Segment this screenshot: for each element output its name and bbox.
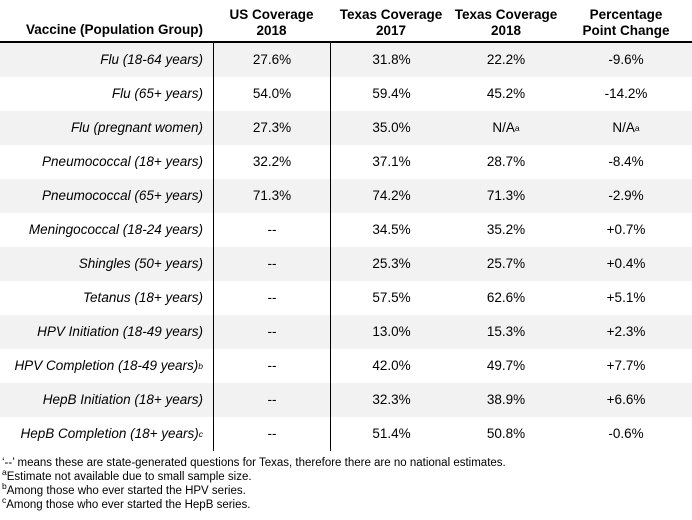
cell-us-2018: 27.3% [213,111,330,145]
footnotes: ‘--’ means these are state-generated que… [0,451,692,512]
cell-tx-2018: 38.9% [486,392,526,408]
cell-vaccine: HepB Initiation (18+ years) [42,392,203,408]
cell-change: -9.6% [608,52,644,68]
table-row: Flu (65+ years) 54.0% 59.4% 45.2% -14.2% [0,77,692,111]
cell-tx-2018: 15.3% [486,324,526,340]
cell-tx-2018: 22.2% [486,52,526,68]
cell-us-2018: -- [213,315,330,349]
footnote: cAmong those who ever started the HepB s… [2,495,251,511]
cell-tx-2017: 51.4% [330,417,452,451]
cell-vaccine: Pneumococcal (18+ years) [42,154,203,170]
cell-tx-2017: 13.0% [330,315,452,349]
cell-tx-2018: 25.7% [486,256,526,272]
coverage-table: Vaccine (Population Group) US Coverage 2… [0,0,692,451]
cell-tx-2017: 59.4% [330,77,452,111]
cell-tx-2017: 42.0% [330,349,452,383]
table-row: Tetanus (18+ years) -- 57.5% 62.6% +5.1% [0,281,692,315]
cell-tx-2017: 32.3% [330,383,452,417]
cell-tx-2017: 31.8% [330,43,452,77]
cell-vaccine: Flu (65+ years) [111,86,203,102]
table-row: Flu (pregnant women) 27.3% 35.0% N/A a N/A a [0,111,692,145]
cell-tx-2018: 35.2% [486,222,526,238]
cell-change: -8.4% [608,154,644,170]
cell-tx-2018: 62.6% [486,290,526,306]
cell-vaccine: Tetanus (18+ years) [83,290,203,306]
cell-us-2018: -- [213,281,330,315]
cell-vaccine: Flu (pregnant women) [70,120,203,136]
cell-tx-2018: 71.3% [486,188,526,204]
table-row: HepB Initiation (18+ years) -- 32.3% 38.9% +… [0,383,692,417]
cell-change: -2.9% [608,188,644,204]
column-header-us-coverage-2018: US Coverage 2018 [229,6,314,38]
cell-change: +6.6% [606,392,646,408]
table-row: Shingles (50+ years) -- 25.3% 25.7% +0.4% [0,247,692,281]
cell-tx-2017: 37.1% [330,145,452,179]
table-body: Flu (18-64 years) 27.6% 31.8% 22.2% -9.6% Flu… [0,43,692,451]
table-row: HPV Completion (18-49 years) b -- 42.0% 49.7… [0,349,692,383]
cell-vaccine: HPV Completion (18-49 years) b [14,358,203,374]
column-header-texas-coverage-2018: Texas Coverage 2018 [454,6,558,38]
cell-vaccine: HepB Completion (18+ years) c [20,426,203,442]
footnote: ‘--’ means these are state-generated que… [2,457,506,469]
cell-tx-2018: 49.7% [486,358,526,374]
cell-change: +5.1% [606,290,646,306]
cell-change: -14.2% [604,86,648,102]
cell-tx-2018: N/A a [492,120,520,136]
table-row: Flu (18-64 years) 27.6% 31.8% 22.2% -9.6% [0,43,692,77]
cell-tx-2018: 50.8% [486,426,526,442]
cell-us-2018: 71.3% [213,179,330,213]
table-row: Meningococcal (18-24 years) -- 34.5% 35.2% +… [0,213,692,247]
cell-us-2018: -- [213,349,330,383]
cell-change: +2.3% [606,324,646,340]
column-header-texas-coverage-2017: Texas Coverage 2017 [339,6,443,38]
cell-tx-2018: 28.7% [486,154,526,170]
table-row: Pneumococcal (65+ years) 71.3% 74.2% 71.3% -… [0,179,692,213]
footnote: aEstimate not available due to small sam… [2,467,252,483]
cell-us-2018: -- [213,213,330,247]
table-row: HepB Completion (18+ years) c -- 51.4% 50.8%… [0,417,692,451]
cell-change: -0.6% [608,426,644,442]
cell-vaccine: Shingles (50+ years) [78,256,203,272]
cell-change: +0.7% [606,222,646,238]
table-header-row: Vaccine (Population Group) US Coverage 2… [0,0,692,43]
column-header-vaccine: Vaccine (Population Group) [25,22,203,38]
cell-vaccine: Flu (18-64 years) [100,52,203,68]
cell-change: +0.4% [606,256,646,272]
cell-us-2018: -- [213,247,330,281]
cell-change: N/A a [612,120,640,136]
cell-vaccine: HPV Initiation (18-49 years) [37,324,203,340]
superscript-marker: a [2,467,7,478]
cell-us-2018: 54.0% [213,77,330,111]
superscript-marker: c [2,495,7,506]
column-header-percentage-point-change: Percentage Point Change [582,6,670,38]
cell-tx-2018: 45.2% [486,86,526,102]
cell-us-2018: 32.2% [213,145,330,179]
cell-tx-2017: 74.2% [330,179,452,213]
table-row: Pneumococcal (18+ years) 32.2% 37.1% 28.7% -… [0,145,692,179]
cell-vaccine: Pneumococcal (65+ years) [42,188,203,204]
cell-tx-2017: 35.0% [330,111,452,145]
superscript-marker: b [2,481,7,492]
cell-tx-2017: 25.3% [330,247,452,281]
cell-tx-2017: 57.5% [330,281,452,315]
table-row: HPV Initiation (18-49 years) -- 13.0% 15.3%… [0,315,692,349]
cell-change: +7.7% [606,358,646,374]
cell-us-2018: -- [213,417,330,451]
cell-us-2018: 27.6% [213,43,330,77]
cell-vaccine: Meningococcal (18-24 years) [28,222,203,238]
cell-us-2018: -- [213,383,330,417]
footnote: bAmong those who ever started the HPV se… [2,481,246,497]
cell-tx-2017: 34.5% [330,213,452,247]
